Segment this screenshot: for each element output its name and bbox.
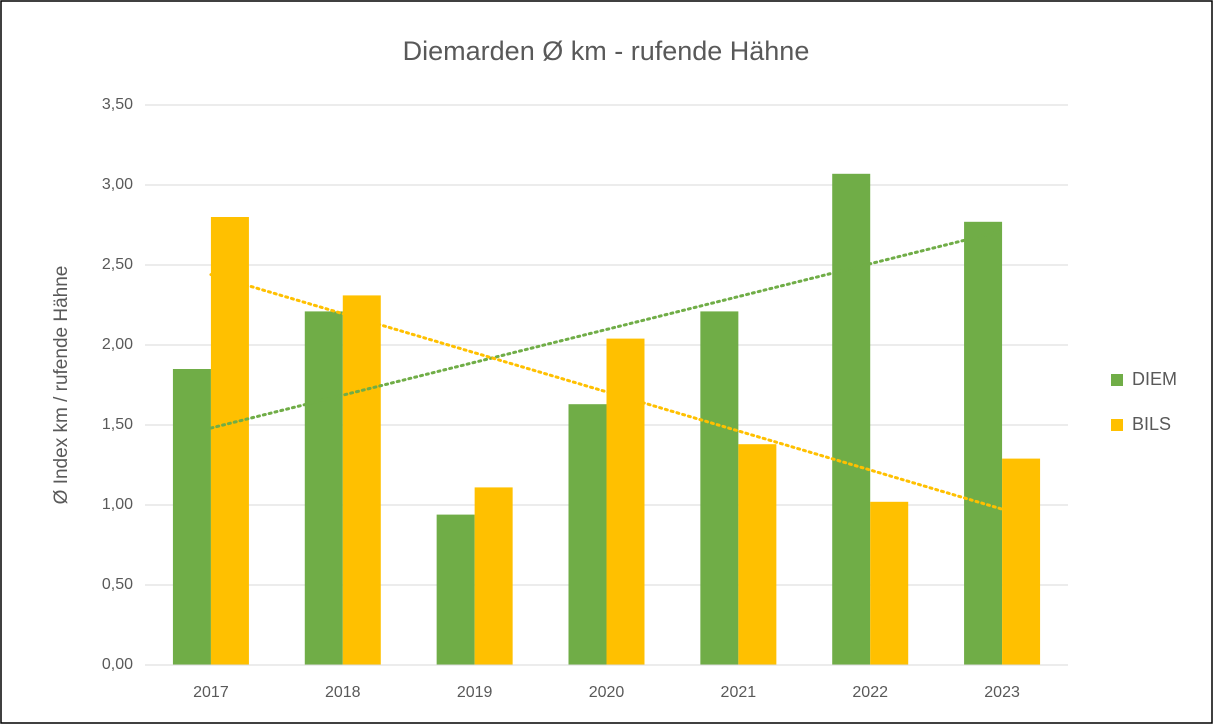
legend-swatch	[1111, 374, 1123, 386]
bar	[304, 311, 343, 665]
x-tick-label: 2020	[589, 684, 625, 701]
legend-swatch	[1111, 419, 1123, 431]
bar	[568, 404, 607, 665]
legend-label: DIEM	[1132, 369, 1177, 389]
bar	[700, 311, 739, 665]
x-tick-label: 2018	[325, 684, 361, 701]
bar	[738, 444, 777, 665]
bar	[832, 173, 871, 666]
x-tick-label: 2019	[457, 684, 493, 701]
y-tick-label: 1,00	[102, 496, 133, 513]
bar	[1002, 458, 1041, 665]
bar	[870, 501, 909, 665]
chart-title: Diemarden Ø km - rufende Hähne	[403, 36, 810, 66]
y-axis-label: Ø Index km / rufende Hähne	[51, 266, 72, 505]
bar	[436, 514, 475, 665]
bar	[474, 487, 513, 665]
y-tick-label: 0,00	[102, 656, 133, 673]
x-tick-label: 2021	[721, 684, 757, 701]
x-tick-label: 2022	[852, 684, 888, 701]
bar	[342, 295, 381, 665]
y-tick-label: 3,50	[102, 96, 133, 113]
bar	[210, 217, 249, 665]
bar	[964, 221, 1003, 666]
x-tick-label: 2017	[193, 684, 229, 701]
y-tick-label: 0,50	[102, 576, 133, 593]
y-tick-label: 2,50	[102, 256, 133, 273]
y-tick-label: 2,00	[102, 336, 133, 353]
bar	[172, 369, 211, 665]
trend-line	[209, 273, 1004, 511]
x-tick-label: 2023	[984, 684, 1020, 701]
y-tick-label: 1,50	[102, 416, 133, 433]
bar	[606, 338, 645, 665]
legend-label: BILS	[1132, 414, 1171, 434]
trend-line	[209, 229, 1004, 430]
y-tick-label: 3,00	[102, 176, 133, 193]
